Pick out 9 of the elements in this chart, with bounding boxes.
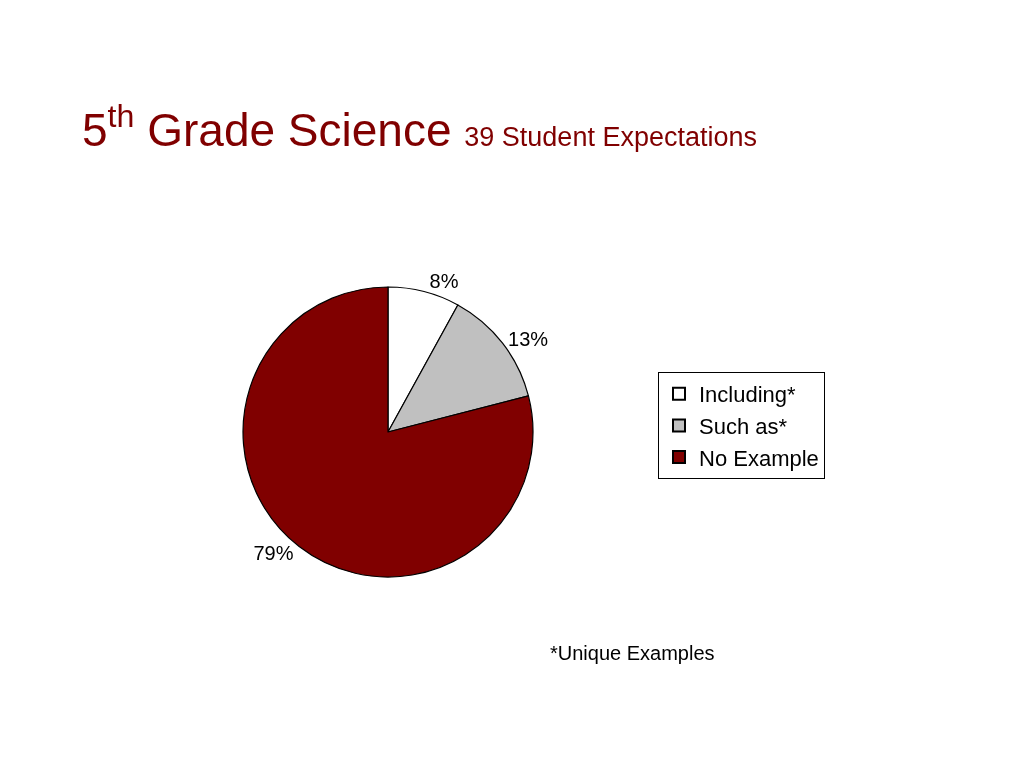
legend-label: Including* [699,382,797,408]
data-label: 13% [508,328,549,350]
legend-label: Such as* [699,413,788,439]
legend-label: No Example [699,445,819,471]
chart-subtitle: 39 Student Expectations [464,122,757,153]
text: *Unique Examples [550,642,715,664]
data-label: 8% [429,270,459,293]
chart-title: 5$^{th}$ Grade Science [82,97,452,157]
data-label: 79% [253,542,294,565]
